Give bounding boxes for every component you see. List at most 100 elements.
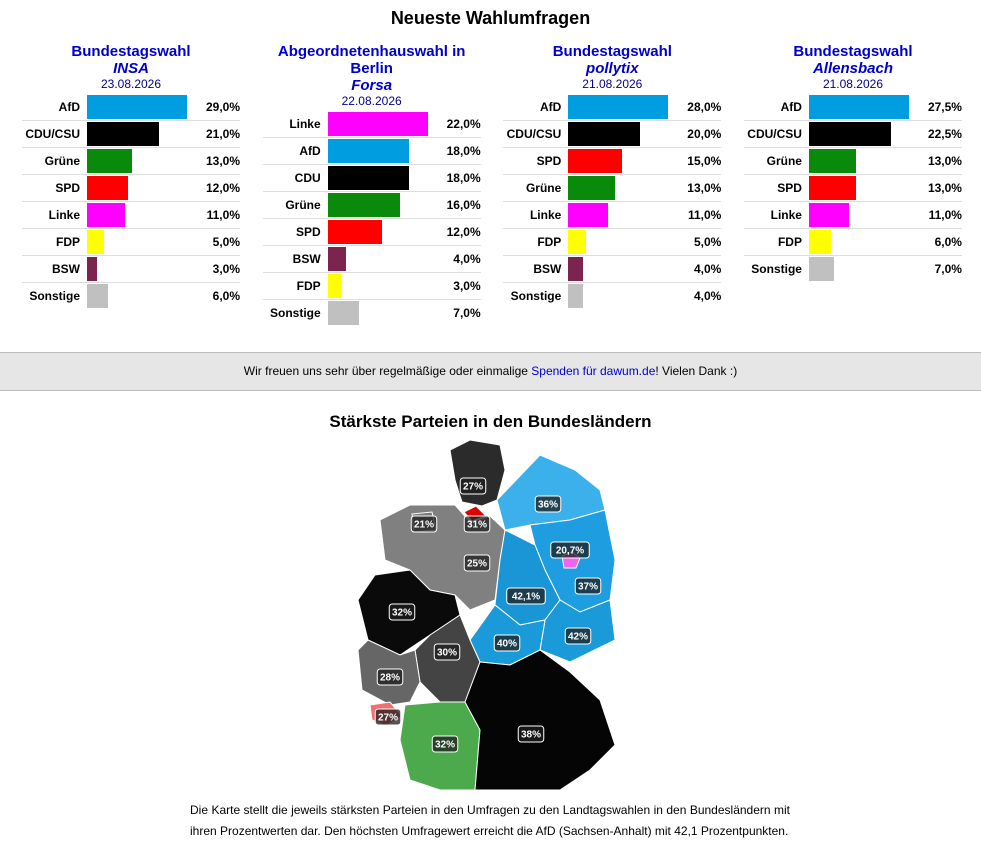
bar	[87, 176, 129, 200]
bar	[568, 176, 615, 200]
party-value: 4,0%	[453, 252, 481, 266]
bar	[808, 122, 891, 146]
state-value: 21%	[414, 520, 434, 531]
party-name: Grüne	[44, 154, 80, 168]
state-label: 32%	[388, 603, 416, 621]
bar	[87, 203, 125, 227]
party-value: 16,0%	[446, 198, 481, 212]
poll-date: 22.08.2026	[341, 94, 402, 108]
party-name: Sonstige	[269, 306, 321, 320]
poll-header: Bundestagswahl pollytix 21.08.2026	[503, 43, 721, 91]
poll-row: AfD 28,0%	[503, 94, 722, 121]
bar-cell	[327, 247, 438, 271]
state-value: 30%	[437, 648, 457, 659]
bar	[327, 247, 346, 271]
bar	[327, 301, 360, 325]
state-label: 30%	[433, 643, 461, 661]
poll-row: FDP 3,0%	[262, 273, 481, 300]
bar-cell	[568, 176, 678, 200]
label-box	[410, 515, 438, 533]
party-value: 4,0%	[693, 289, 722, 303]
party-value: 3,0%	[453, 279, 481, 293]
party-name: CDU	[294, 171, 321, 185]
poll: Bundestagswahl Allensbach 21.08.2026 AfD 27,…	[743, 43, 962, 326]
party-name: AfD	[58, 100, 80, 114]
bar	[87, 95, 187, 119]
state-value: 42,1%	[512, 592, 540, 603]
state-label: 32%	[431, 735, 459, 753]
bar-cell	[568, 284, 678, 308]
party-value: 11,0%	[206, 208, 240, 222]
party-name: FDP	[777, 235, 802, 249]
party-value: 11,0%	[687, 208, 722, 222]
bar	[87, 122, 160, 146]
label-box	[517, 725, 545, 743]
party-value: 4,0%	[693, 262, 722, 276]
poll-title: Bundestagswahl	[552, 43, 672, 60]
map-title: Stärkste Parteien in den Bundesländern	[329, 412, 652, 431]
bar	[87, 284, 108, 308]
bar	[568, 284, 583, 308]
donation-link[interactable]: Spenden für dawum.de	[531, 364, 656, 378]
bar	[327, 220, 383, 244]
poll: Bundestagswahl pollytix 21.08.2026 AfD 28,0%…	[503, 43, 722, 326]
poll-institute: Allensbach	[812, 60, 893, 77]
label-box	[374, 708, 402, 726]
bar	[808, 95, 909, 119]
bar-cell	[808, 149, 919, 173]
bar-cell	[327, 301, 438, 325]
bar-cell	[87, 257, 197, 281]
party-value: 12,0%	[205, 181, 240, 195]
poll-title: Bundestagswahl	[71, 43, 191, 60]
poll-row: Grüne 16,0%	[262, 192, 481, 219]
bar-cell	[327, 139, 438, 163]
poll: Bundestagswahl INSA 23.08.2026 AfD 29,0% CDU/…	[22, 43, 240, 326]
party-value: 13,0%	[687, 181, 722, 195]
party-name: Grüne	[766, 154, 802, 168]
poll-row: SPD 12,0%	[22, 175, 240, 202]
party-name: Grüne	[285, 198, 321, 212]
party-name: BSW	[52, 262, 80, 276]
map-note: Die Karte stellt die jeweils stärksten P…	[190, 803, 790, 838]
polls: Bundestagswahl INSA 23.08.2026 AfD 29,0% CDU/…	[22, 43, 962, 326]
state-value: 42%	[568, 632, 588, 643]
poll-row: BSW 4,0%	[262, 246, 481, 273]
bar-cell	[87, 203, 197, 227]
bar	[808, 176, 857, 200]
poll-row: Sonstige 7,0%	[263, 300, 481, 326]
party-name: CDU/CSU	[25, 127, 80, 141]
label-box	[550, 541, 590, 559]
poll-header: Bundestagswahl Allensbach 21.08.2026	[744, 43, 962, 91]
bar	[327, 193, 401, 217]
banner-text: Wir freuen uns sehr über regelmäßige ode…	[243, 364, 532, 378]
party-value: 7,0%	[453, 306, 481, 320]
poll-rows: AfD 28,0% CDU/CSU 20,0% SPD 15,0% Grüne 13,0% Li…	[503, 94, 722, 309]
party-name: FDP	[296, 279, 321, 293]
bar-cell	[87, 230, 197, 254]
bar	[327, 274, 342, 298]
bar-cell	[87, 284, 197, 308]
party-name: SPD	[55, 181, 80, 195]
state-label: 21%	[410, 515, 438, 533]
poll-row: Sonstige 6,0%	[22, 283, 240, 309]
poll-date: 23.08.2026	[100, 77, 162, 91]
party-value: 6,0%	[934, 235, 962, 249]
poll-row: FDP 5,0%	[22, 229, 240, 256]
bar	[568, 149, 622, 173]
party-value: 5,0%	[212, 235, 240, 249]
label-box	[388, 603, 416, 621]
bar-cell	[568, 122, 678, 146]
state-value: 36%	[538, 500, 558, 511]
label-box	[534, 495, 562, 513]
party-value: 20,0%	[687, 127, 722, 141]
bar-cell	[808, 203, 919, 227]
party-value: 13,0%	[927, 154, 962, 168]
state-value: 28%	[380, 673, 400, 684]
party-value: 12,0%	[446, 225, 481, 239]
bar-cell	[808, 176, 919, 200]
bar-cell	[87, 176, 197, 200]
poll-row: AfD 18,0%	[262, 138, 481, 165]
state-value: 20,7%	[556, 546, 584, 557]
bar-cell	[808, 230, 919, 254]
bar	[808, 149, 857, 173]
